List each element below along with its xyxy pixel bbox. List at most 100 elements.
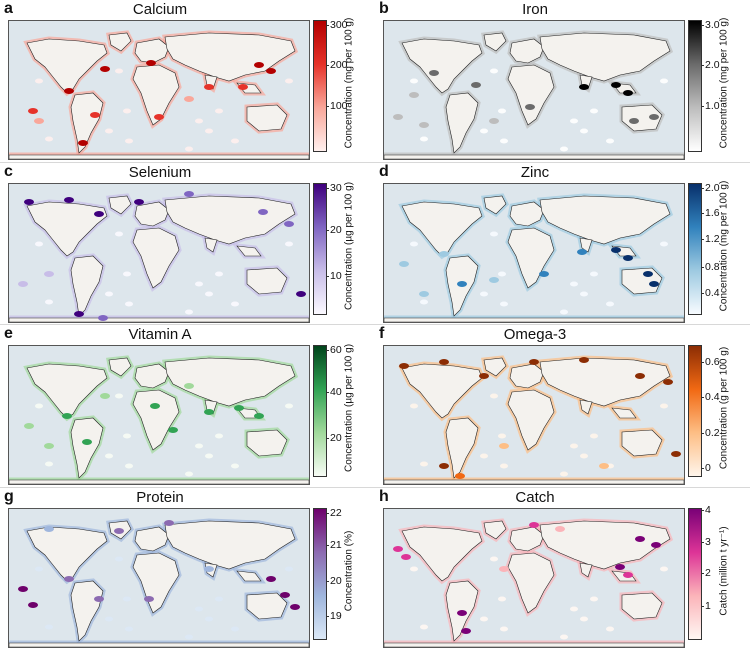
land-mass bbox=[70, 92, 104, 154]
land-mass bbox=[108, 357, 132, 377]
hotspot-dot bbox=[529, 522, 539, 528]
panel-title: Selenium bbox=[128, 164, 192, 181]
hotspot-dot bbox=[525, 104, 535, 110]
panel-letter: f bbox=[379, 325, 385, 342]
hotspot-dot bbox=[18, 281, 28, 287]
hotspot-dot bbox=[184, 96, 194, 102]
hotspot-dot bbox=[146, 60, 156, 66]
hotspot-dot bbox=[82, 439, 92, 445]
ocean-dot bbox=[115, 393, 123, 399]
land-mass bbox=[26, 201, 108, 257]
land-mass bbox=[483, 195, 507, 215]
colorbar bbox=[313, 508, 327, 640]
ocean-dot bbox=[185, 146, 193, 152]
panel-protein: g Protein 22 21 20 19 Concentration (%) bbox=[0, 488, 375, 650]
colorbar-tick bbox=[701, 573, 704, 574]
land-mass bbox=[9, 642, 309, 647]
ocean-dot bbox=[570, 606, 578, 612]
ocean-dot bbox=[560, 471, 568, 477]
colorbar-tick-label: 1.2 bbox=[705, 233, 720, 246]
hotspot-dot bbox=[643, 271, 653, 277]
ocean-dot bbox=[125, 463, 133, 469]
world-map bbox=[383, 183, 685, 323]
hotspot-dot bbox=[44, 271, 54, 277]
land-mass bbox=[164, 520, 296, 570]
colorbar-unit-label: Concentration (mg per 100 g) bbox=[343, 17, 355, 149]
ocean-dot bbox=[45, 136, 53, 142]
ocean-dot bbox=[115, 556, 123, 562]
land-mass bbox=[509, 363, 545, 389]
hotspot-dot bbox=[64, 197, 74, 203]
hotspot-dot bbox=[100, 393, 110, 399]
colorbar bbox=[688, 183, 702, 315]
ocean-dot bbox=[215, 596, 223, 602]
colorbar-tick bbox=[326, 106, 329, 108]
hotspot-dot bbox=[134, 199, 144, 205]
ocean-dot bbox=[35, 403, 43, 409]
colorbar-tick-label: 3 bbox=[705, 535, 711, 548]
colorbar bbox=[313, 345, 327, 477]
ocean-dot bbox=[410, 403, 418, 409]
panel-calcium: a Calcium 300 200 100 Concentration (mg per… bbox=[0, 0, 375, 162]
hotspot-dot bbox=[611, 247, 621, 253]
hotspot-dot bbox=[455, 473, 465, 479]
hotspot-dot bbox=[457, 281, 467, 287]
hotspot-dot bbox=[144, 596, 154, 602]
ocean-dot bbox=[490, 231, 498, 237]
hotspot-dot bbox=[204, 566, 214, 572]
colorbar-tick-label: 1.6 bbox=[705, 206, 720, 219]
hotspot-dot bbox=[429, 70, 439, 76]
hotspot-dot bbox=[266, 576, 276, 582]
ocean-dot bbox=[500, 626, 508, 632]
hotspot-dot bbox=[635, 536, 645, 542]
colorbar-unit-label: Concentration (g per 100 g) bbox=[718, 346, 730, 470]
land-mass bbox=[621, 104, 663, 132]
colorbar-tick-label: 22 bbox=[330, 506, 342, 519]
hotspot-dot bbox=[461, 628, 471, 634]
ocean-dot bbox=[45, 461, 53, 467]
hotspot-dot bbox=[409, 92, 419, 98]
ocean-dot bbox=[123, 433, 131, 439]
ocean-dot bbox=[45, 624, 53, 630]
hotspot-dot bbox=[649, 281, 659, 287]
colorbar-tick bbox=[326, 615, 329, 617]
hotspot-dot bbox=[529, 359, 539, 365]
colorbar-tick bbox=[326, 437, 329, 439]
panel-title: Calcium bbox=[132, 1, 188, 18]
land-mass bbox=[579, 562, 593, 578]
ocean-dot bbox=[660, 78, 668, 84]
ocean-dot bbox=[480, 128, 488, 134]
ocean-dot bbox=[285, 241, 293, 247]
ocean-dot bbox=[35, 566, 43, 572]
land-mass bbox=[132, 227, 180, 289]
land-mass bbox=[384, 317, 684, 322]
land-mass bbox=[507, 389, 555, 451]
ocean-dot bbox=[215, 108, 223, 114]
ocean-dot bbox=[560, 309, 568, 315]
land-mass bbox=[9, 317, 309, 322]
hotspot-dot bbox=[168, 427, 178, 433]
colorbar-tick-label: 20 bbox=[330, 431, 342, 444]
colorbar bbox=[313, 20, 327, 152]
ocean-dot bbox=[215, 433, 223, 439]
ocean-dot bbox=[125, 301, 133, 307]
ocean-dot bbox=[498, 108, 506, 114]
world-map bbox=[8, 20, 310, 160]
land-mass bbox=[164, 195, 296, 245]
hotspot-dot bbox=[579, 84, 589, 90]
hotspot-dot bbox=[623, 572, 633, 578]
ocean-dot bbox=[570, 281, 578, 287]
land-mass bbox=[507, 64, 555, 126]
colorbar bbox=[688, 508, 702, 640]
ocean-dot bbox=[490, 393, 498, 399]
colorbar-tick-label: 60 bbox=[330, 343, 342, 356]
hotspot-dot bbox=[290, 604, 300, 610]
ocean-dot bbox=[410, 241, 418, 247]
colorbar-tick bbox=[326, 545, 329, 547]
land-mass bbox=[26, 363, 108, 419]
colorbar-unit-label: Concentration (mg per 100 g) bbox=[718, 180, 730, 312]
hotspot-dot bbox=[24, 199, 34, 205]
ocean-dot bbox=[105, 291, 113, 297]
ocean-dot bbox=[105, 453, 113, 459]
ocean-dot bbox=[420, 624, 428, 630]
